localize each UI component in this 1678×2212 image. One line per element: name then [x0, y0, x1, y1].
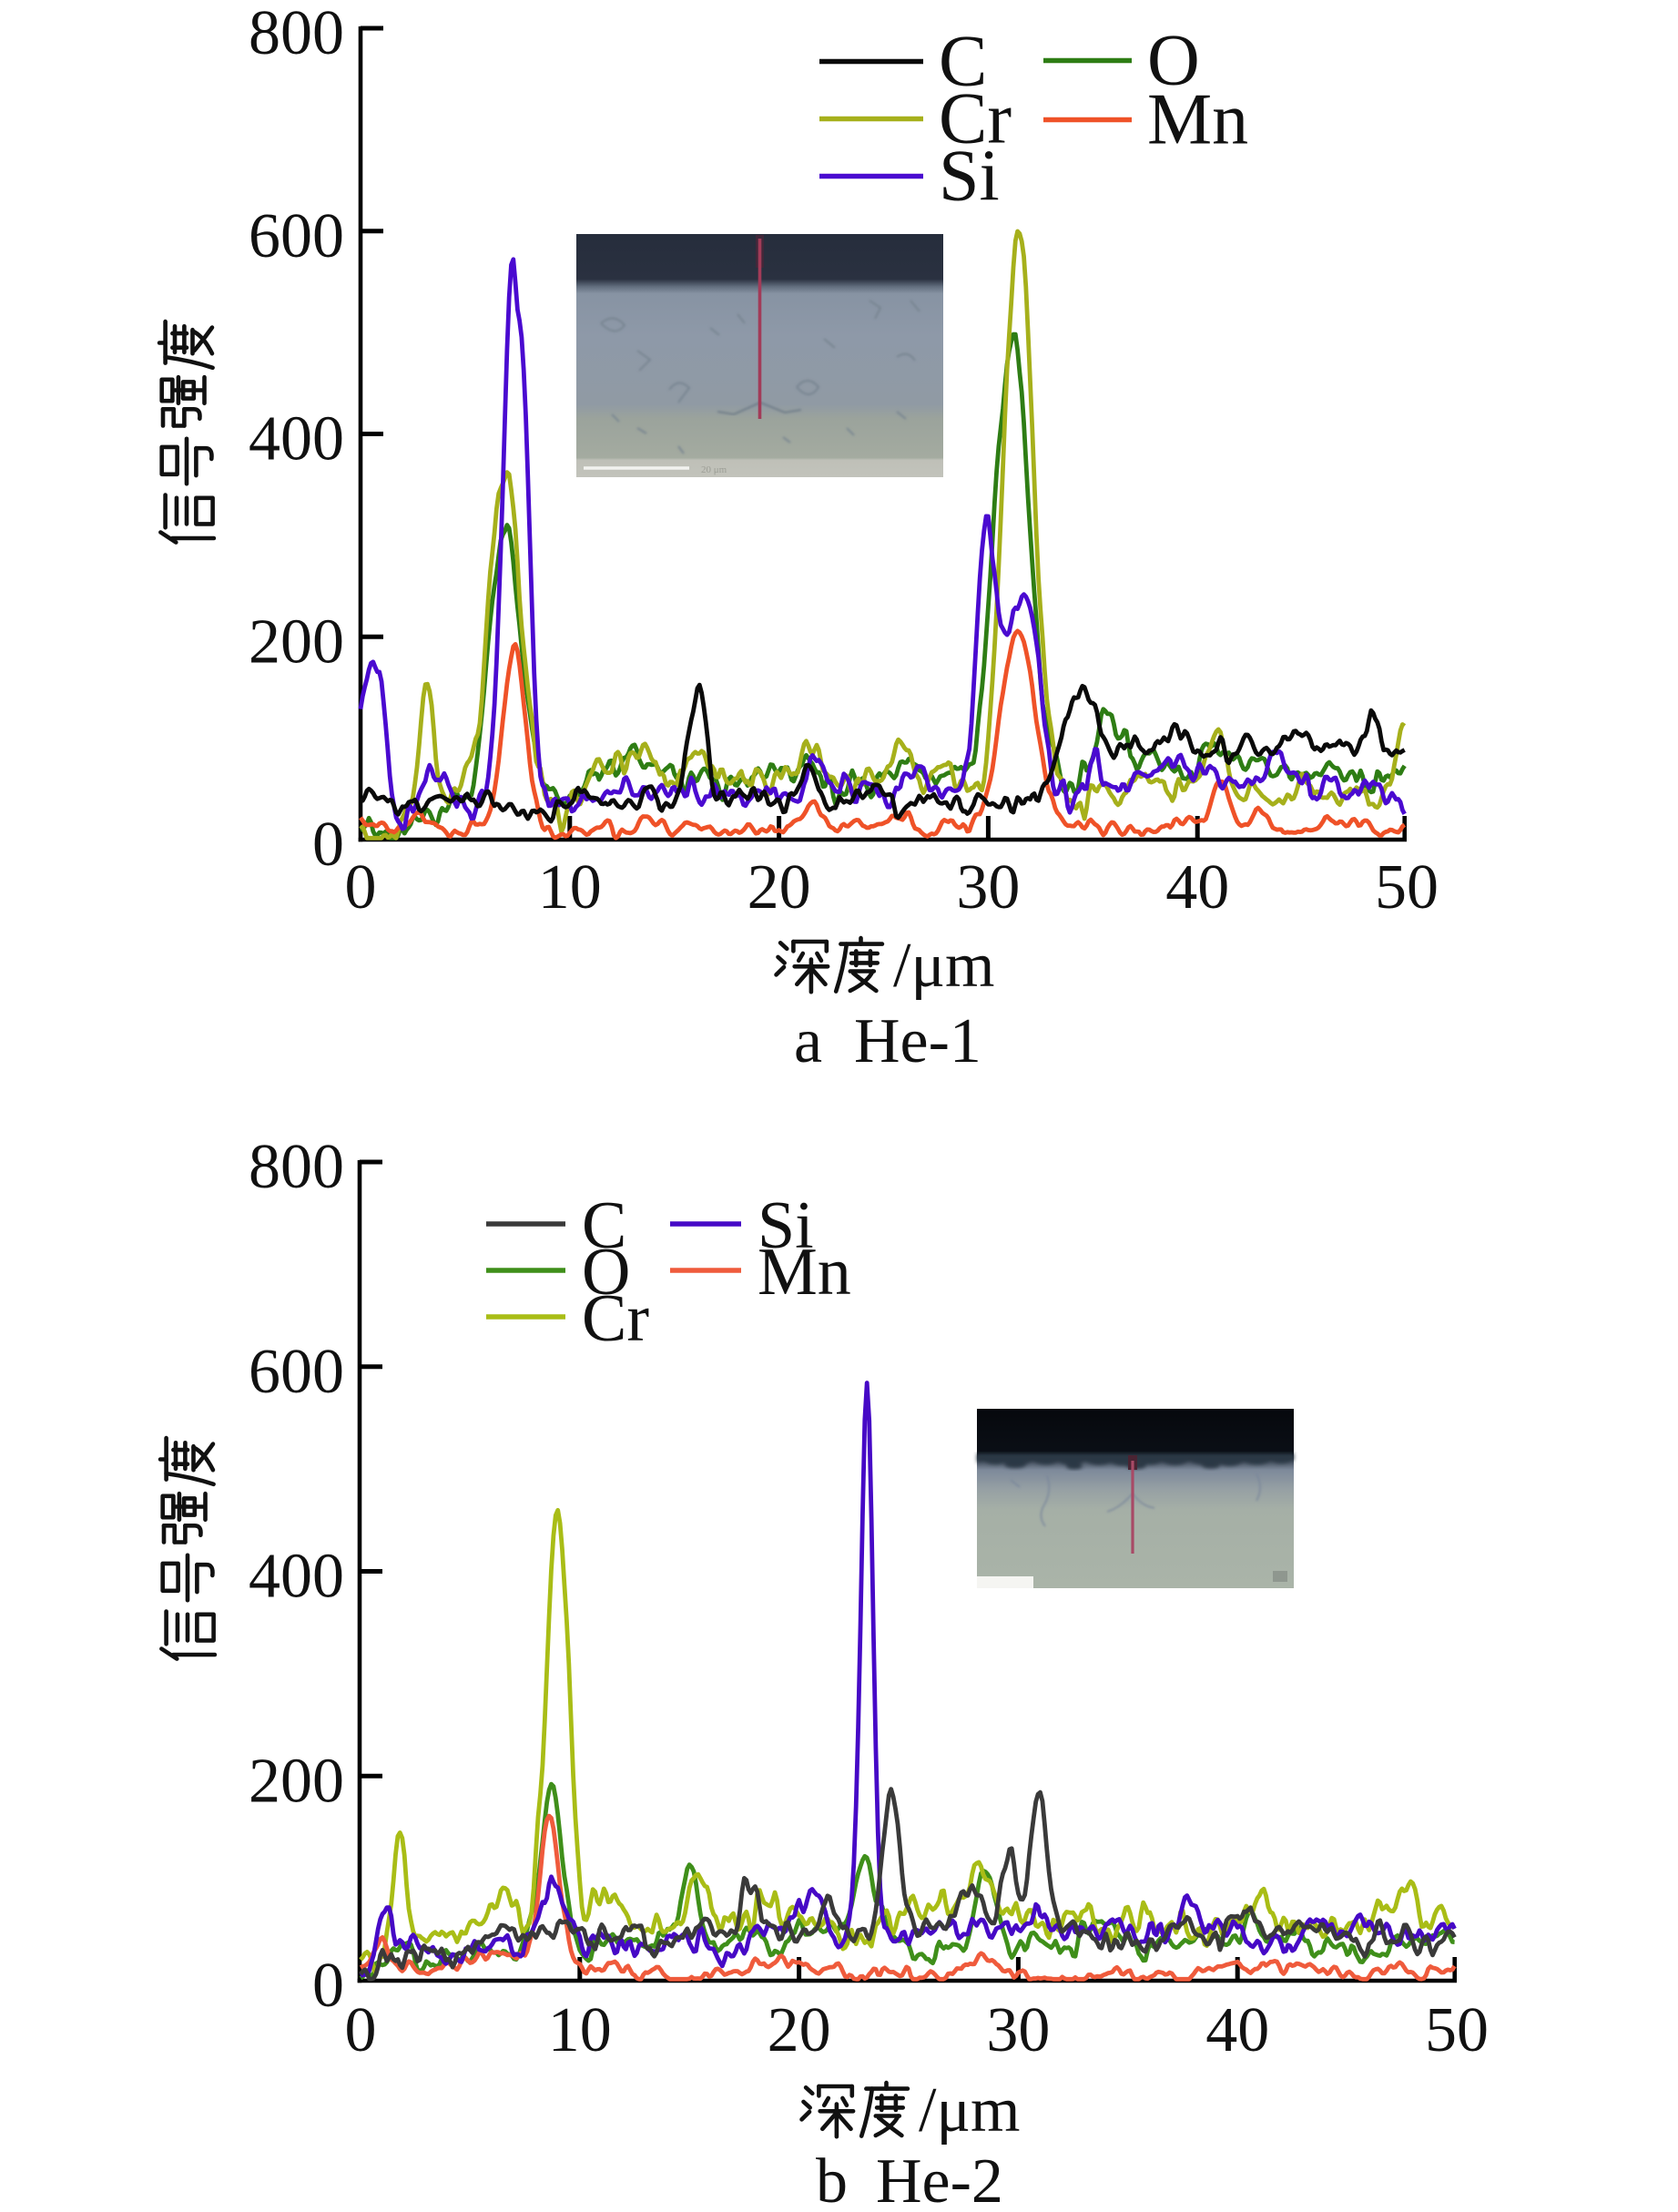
svg-text:/μm: /μm [919, 2075, 1020, 2146]
svg-text:O: O [582, 1235, 630, 1310]
svg-text:/μm: /μm [893, 931, 994, 1001]
svg-text:40: 40 [1205, 1995, 1269, 2065]
svg-text:C: C [939, 22, 987, 102]
svg-text:0: 0 [345, 1995, 377, 2065]
svg-text:800: 800 [249, 0, 344, 68]
svg-text:0: 0 [312, 810, 344, 880]
svg-text:50: 50 [1425, 1995, 1489, 2065]
svg-text:10: 10 [538, 852, 602, 923]
svg-text:Mn: Mn [758, 1235, 851, 1310]
svg-text:Si: Si [939, 137, 1000, 217]
svg-text:He-2: He-2 [876, 2146, 1003, 2207]
svg-text:20: 20 [747, 852, 811, 923]
svg-text:600: 600 [249, 1337, 344, 1407]
svg-text:30: 30 [986, 1995, 1050, 2065]
svg-text:He-1: He-1 [854, 1006, 981, 1076]
svg-text:Si: Si [758, 1188, 814, 1263]
svg-text:200: 200 [249, 607, 344, 677]
svg-text:0: 0 [312, 1951, 344, 2021]
svg-text:C: C [582, 1188, 626, 1263]
svg-text:400: 400 [249, 1542, 344, 1612]
svg-text:400: 400 [249, 404, 344, 474]
svg-text:a: a [794, 1006, 822, 1076]
svg-text:40: 40 [1165, 852, 1229, 923]
svg-text:50: 50 [1375, 852, 1439, 923]
svg-text:b: b [816, 2146, 848, 2207]
svg-text:200: 200 [249, 1746, 344, 1816]
svg-text:600: 600 [249, 201, 344, 271]
svg-text:800: 800 [249, 1132, 344, 1202]
svg-text:30: 30 [956, 852, 1020, 923]
svg-text:20 μm: 20 μm [701, 464, 727, 475]
svg-text:O: O [1147, 21, 1200, 101]
svg-text:Cr: Cr [582, 1281, 649, 1356]
svg-text:10: 10 [548, 1995, 612, 2065]
svg-text:20: 20 [768, 1995, 831, 2065]
svg-text:0: 0 [345, 852, 377, 923]
svg-text:Mn: Mn [1147, 80, 1248, 160]
svg-text:Cr: Cr [939, 79, 1012, 159]
